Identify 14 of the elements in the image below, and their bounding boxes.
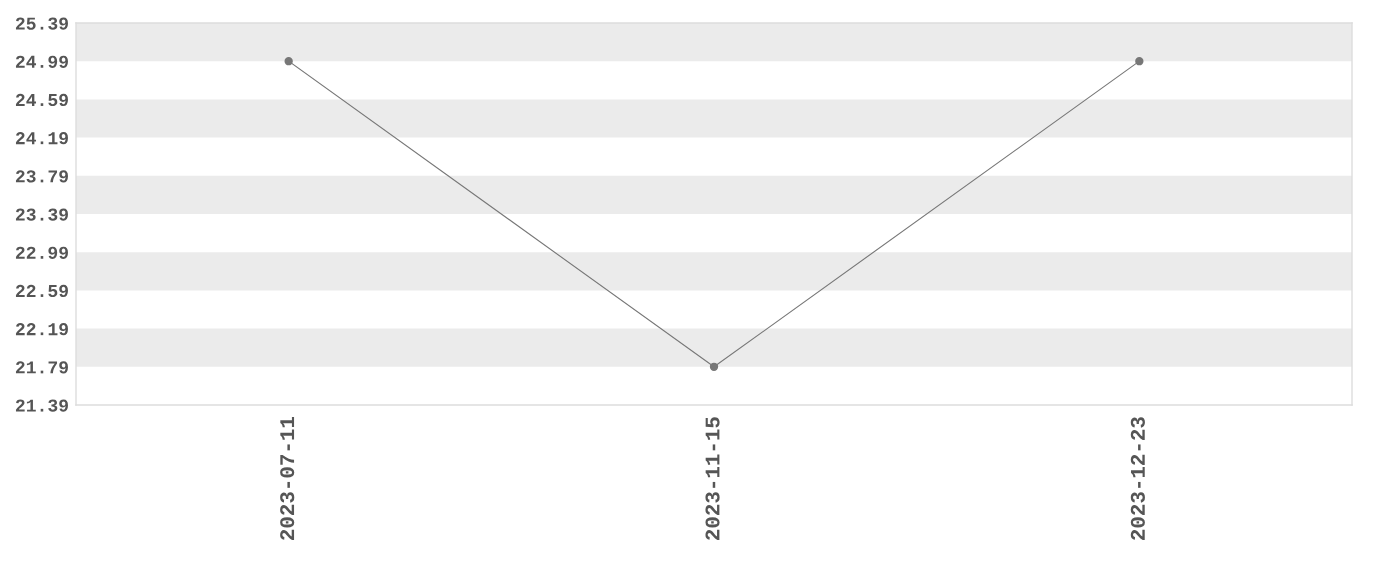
y-tick-label: 23.79 (15, 170, 68, 183)
y-tick-label: 24.99 (15, 55, 68, 68)
x-tick-label: 2023-12-23 (1130, 417, 1145, 540)
x-tick-label: 2023-11-15 (705, 417, 720, 540)
y-tick-label: 22.99 (15, 246, 68, 259)
y-tick-label: 23.39 (15, 208, 68, 221)
y-tick-label: 21.39 (15, 399, 68, 412)
y-tick-label: 25.39 (15, 17, 68, 30)
y-tick-label: 22.59 (15, 284, 68, 298)
x-tick-label: 2023-07-11 (280, 417, 295, 540)
y-tick-label: 24.59 (15, 93, 68, 107)
y-tick-label: 21.79 (15, 361, 68, 374)
y-tick-label: 24.19 (15, 132, 68, 145)
y-tick-label: 22.19 (15, 323, 68, 336)
